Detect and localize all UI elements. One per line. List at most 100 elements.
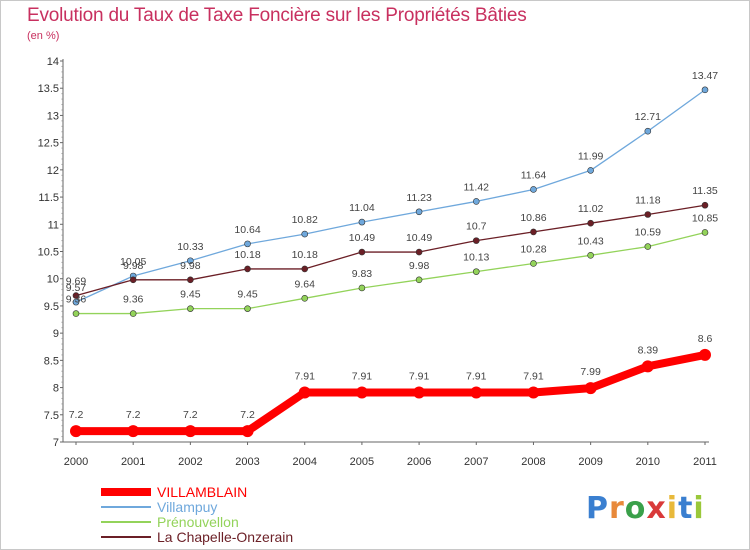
data-label: 11.64: [521, 169, 547, 181]
data-point: [701, 201, 709, 209]
data-label: 9.98: [123, 260, 144, 272]
y-tick-label: 9: [53, 328, 59, 340]
data-point: [358, 248, 366, 256]
data-point: [587, 252, 594, 259]
x-tick-label: 2011: [693, 456, 717, 468]
series-0: [70, 348, 711, 438]
data-point: [472, 268, 480, 275]
data-label: 10.64: [234, 224, 260, 236]
data-point: [584, 382, 597, 395]
legend-label: Prénouvellon: [157, 514, 239, 530]
data-point: [470, 386, 483, 399]
data-label: 11.02: [578, 203, 604, 215]
data-point: [527, 386, 540, 399]
logo-letter: t: [678, 491, 694, 526]
x-tick-label: 2003: [235, 456, 259, 468]
legend-label: La Chapelle-Onzerain: [157, 529, 294, 545]
x-tick-label: 2002: [178, 456, 202, 468]
data-point: [244, 265, 251, 273]
x-tick-label: 2006: [407, 456, 431, 468]
data-point: [127, 425, 140, 438]
data-label: 10.18: [234, 249, 260, 261]
data-point: [129, 310, 137, 317]
data-label: 11.04: [349, 202, 375, 214]
series-2: [72, 229, 709, 317]
data-label: 7.91: [409, 370, 430, 382]
data-label: 11.23: [406, 192, 432, 204]
y-tick-label: 10.5: [38, 247, 59, 259]
y-tick-label: 14: [47, 56, 59, 68]
data-point: [358, 218, 366, 226]
data-label: 11.42: [464, 181, 490, 193]
data-label: 10.18: [292, 249, 318, 261]
data-point: [530, 228, 537, 236]
data-label: 10.59: [635, 227, 661, 239]
x-tick-label: 2004: [292, 456, 316, 468]
data-label: 10.82: [292, 214, 318, 226]
data-label: 10.05: [120, 256, 146, 268]
logo-letter: i: [666, 491, 679, 526]
y-tick-label: 11.5: [38, 192, 59, 204]
data-label: 9.45: [180, 289, 201, 301]
data-label: 9.83: [352, 268, 373, 280]
data-point: [70, 425, 82, 438]
y-tick-label: 9.5: [44, 301, 59, 313]
data-point: [530, 260, 537, 267]
data-point: [244, 240, 251, 248]
data-point: [355, 386, 368, 399]
data-point: [72, 298, 80, 306]
y-tick-label: 13: [47, 110, 59, 122]
data-point: [301, 265, 309, 273]
legend-swatch: [101, 488, 151, 496]
data-label: 9.64: [295, 278, 316, 290]
data-point: [415, 248, 423, 256]
data-label: 8.39: [638, 344, 659, 356]
data-label: 10.28: [520, 243, 546, 255]
data-point: [415, 208, 423, 216]
data-point: [298, 386, 311, 399]
logo-letter: r: [609, 491, 625, 526]
y-tick-label: 12: [47, 165, 59, 177]
y-tick-label: 8.5: [44, 355, 59, 367]
data-label: 10.85: [692, 212, 718, 224]
data-point: [641, 360, 654, 373]
logo-letter: o: [624, 491, 647, 526]
y-tick-label: 13.5: [38, 83, 59, 95]
data-label: 12.71: [635, 111, 661, 123]
x-tick-label: 2008: [521, 456, 545, 468]
data-label: 10.49: [349, 232, 375, 244]
data-point: [241, 425, 254, 438]
legend-swatch: [101, 506, 151, 508]
data-label: 9.45: [237, 289, 258, 301]
y-tick-label: 7: [53, 437, 59, 449]
x-tick-label: 2009: [578, 456, 602, 468]
y-tick-label: 12.5: [38, 138, 59, 150]
data-point: [699, 348, 711, 361]
y-tick-label: 8: [53, 383, 59, 395]
data-point: [187, 276, 194, 284]
data-label: 13.47: [692, 70, 718, 82]
data-point: [587, 167, 594, 174]
chart-title: Evolution du Taux de Taxe Foncière sur l…: [27, 5, 527, 26]
data-label: 9.36: [123, 294, 144, 306]
x-tick-label: 2000: [64, 456, 88, 468]
data-point: [644, 243, 652, 250]
legend-label: Villampuy: [157, 499, 218, 515]
data-label: 7.2: [240, 409, 255, 421]
data-point: [184, 425, 197, 438]
data-label: 11.18: [635, 194, 661, 206]
data-label: 11.35: [692, 185, 718, 197]
y-tick-label: 11: [48, 219, 59, 231]
logo-letter: x: [646, 491, 667, 526]
data-label: 7.99: [580, 366, 601, 378]
data-point: [301, 295, 309, 302]
data-point: [244, 305, 251, 312]
legend-swatch: [101, 521, 151, 523]
data-label: 7.2: [183, 409, 198, 421]
logo-letter: i: [693, 491, 705, 526]
series-line: [75, 89, 706, 303]
data-point: [413, 386, 426, 399]
data-point: [187, 305, 194, 312]
data-point: [301, 230, 309, 238]
series-line: [76, 231, 706, 315]
